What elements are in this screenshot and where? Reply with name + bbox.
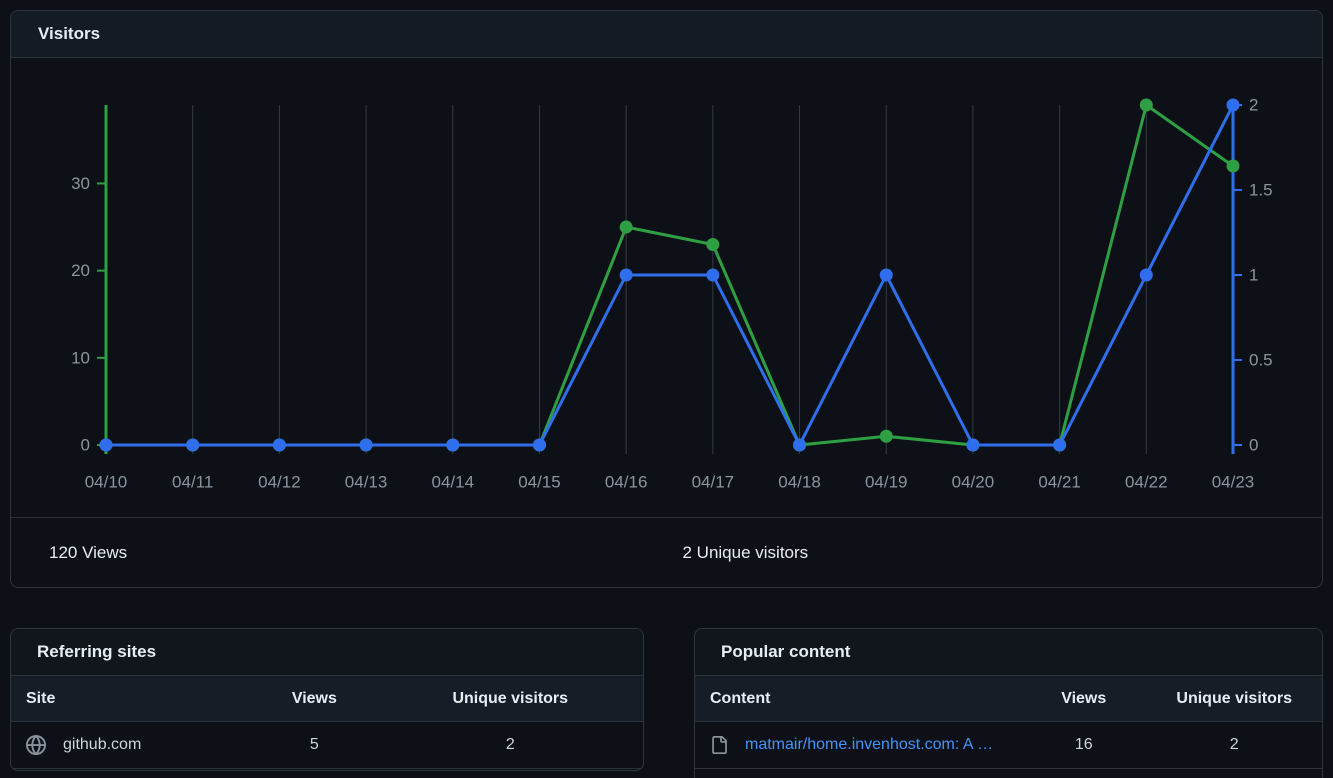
popular-content-unique-visitors: 2 (1229, 736, 1239, 753)
svg-text:04/11: 04/11 (172, 473, 213, 492)
column-header-site: Site (26, 689, 56, 707)
svg-text:04/21: 04/21 (1038, 473, 1081, 492)
column-header-unique-visitors: Unique visitors (1176, 689, 1292, 707)
globe-icon (26, 735, 46, 755)
referring-sites-panel: Referring sites Site Views Unique visito… (10, 628, 644, 771)
referring-site-views: 5 (309, 736, 319, 753)
right-axis-unique-visitors: 0 0.5 1 1.5 2 (1231, 96, 1273, 455)
popular-content-link[interactable]: matmair/home.invenhost.com: A … (745, 736, 994, 753)
svg-text:10: 10 (71, 348, 90, 367)
svg-text:20: 20 (71, 261, 90, 280)
svg-text:2: 2 (1249, 96, 1258, 115)
svg-text:04/22: 04/22 (1125, 473, 1168, 492)
column-header-views: Views (291, 689, 337, 707)
visitors-panel: Visitors 0 10 20 30 0 0.5 1 1.5 2 04/10 04/11 04/12… (10, 10, 1323, 588)
views-total: 120 Views (49, 542, 128, 562)
table-row: github.com 5 2 (11, 722, 643, 769)
popular-content-header: Popular content (695, 629, 1322, 676)
series-dots-unique-visitors (99, 98, 1240, 452)
popular-content-column-headers: Content Views Unique visitors (695, 676, 1322, 722)
svg-text:0: 0 (1249, 436, 1258, 455)
left-axis-views: 0 10 20 30 (71, 105, 108, 455)
visitors-summary: 120 Views 2 Unique visitors (11, 517, 1322, 587)
unique-visitors-total: 2 Unique visitors (682, 542, 809, 562)
referring-site-name: github.com (63, 736, 142, 753)
svg-text:04/16: 04/16 (605, 473, 648, 492)
svg-text:30: 30 (71, 174, 90, 193)
visitors-title: Visitors (38, 24, 101, 43)
svg-text:04/19: 04/19 (865, 473, 908, 492)
column-header-views: Views (1061, 689, 1107, 707)
popular-content-title: Popular content (721, 642, 851, 661)
svg-text:04/17: 04/17 (692, 473, 735, 492)
svg-text:04/14: 04/14 (431, 473, 474, 492)
popular-content-views: 16 (1074, 736, 1093, 753)
svg-text:04/18: 04/18 (778, 473, 821, 492)
file-icon (710, 736, 728, 754)
referring-sites-header: Referring sites (11, 629, 643, 676)
svg-text:0.5: 0.5 (1249, 351, 1273, 370)
referring-sites-column-headers: Site Views Unique visitors (11, 676, 643, 722)
column-header-unique-visitors: Unique visitors (452, 689, 569, 707)
series-line-unique-visitors (104, 103, 1235, 447)
visitors-panel-header: Visitors (11, 11, 1322, 58)
svg-text:04/13: 04/13 (345, 473, 388, 492)
svg-text:04/20: 04/20 (952, 473, 995, 492)
svg-text:0: 0 (81, 436, 90, 455)
svg-text:04/23: 04/23 (1212, 473, 1255, 492)
svg-text:04/10: 04/10 (85, 473, 128, 492)
visitors-chart-area: 0 10 20 30 0 0.5 1 1.5 2 04/10 04/11 04/12 04/13 04/1… (11, 58, 1322, 517)
column-header-content: Content (710, 689, 771, 707)
svg-text:1: 1 (1249, 266, 1258, 285)
chart-gridlines (192, 105, 1147, 454)
referring-site-unique-visitors: 2 (505, 736, 515, 753)
x-axis-labels: 04/10 04/11 04/12 04/13 04/14 04/15 04/16 04/17… (85, 473, 1255, 492)
referring-sites-title: Referring sites (37, 642, 157, 661)
svg-text:04/12: 04/12 (258, 473, 301, 492)
table-row: matmair/home.invenhost.com: A … 16 2 (695, 722, 1322, 769)
svg-text:1.5: 1.5 (1249, 181, 1273, 200)
svg-text:04/15: 04/15 (518, 473, 561, 492)
popular-content-panel: Popular content Content Views Unique vis… (694, 628, 1323, 778)
